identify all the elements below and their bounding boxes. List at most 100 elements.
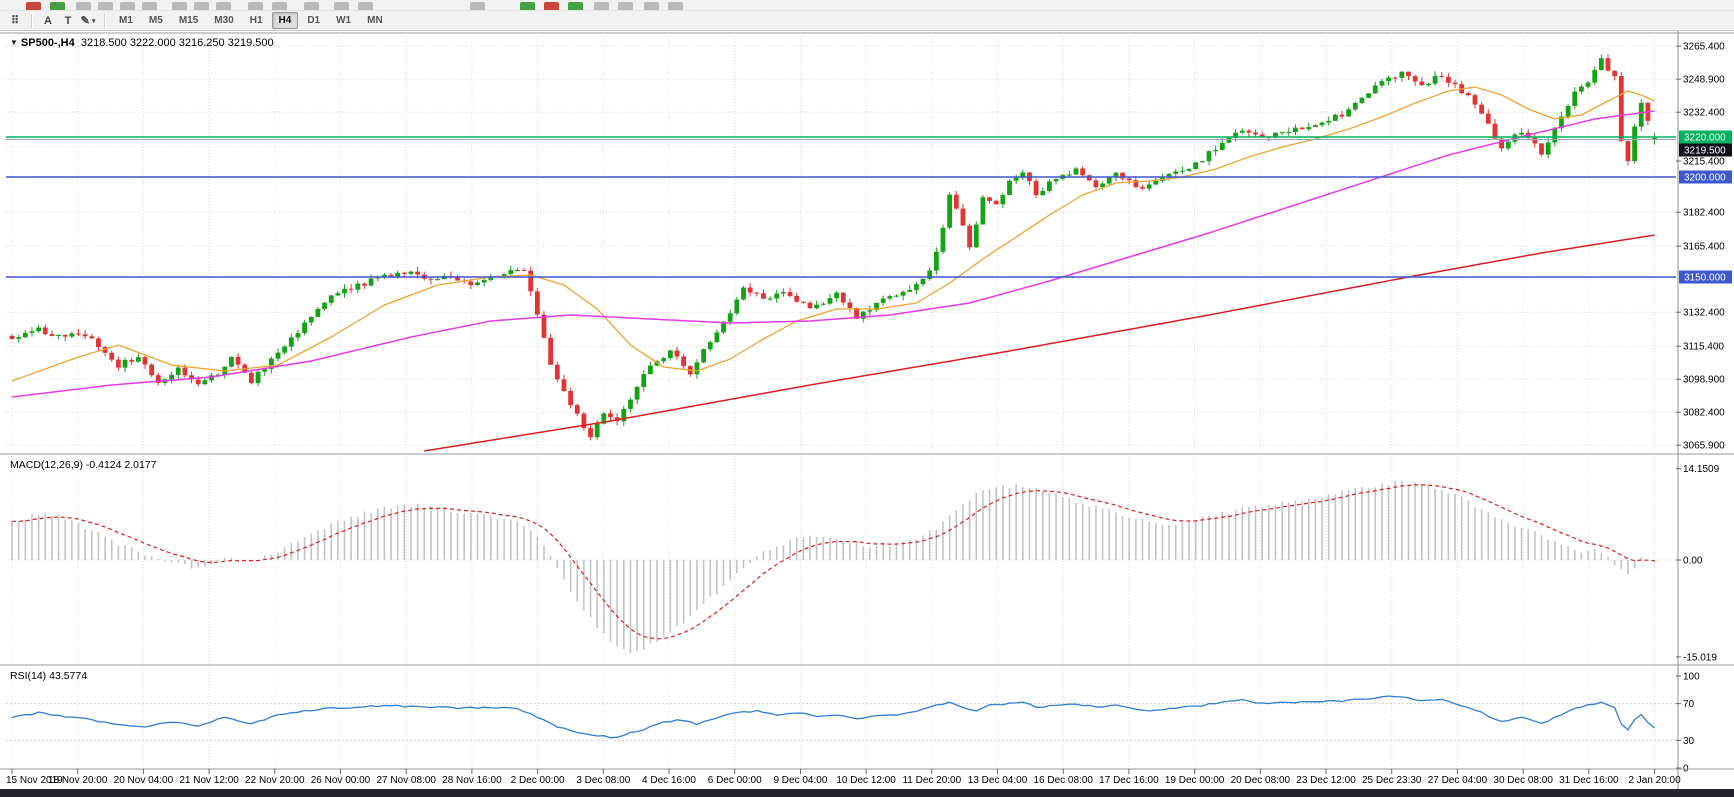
toolbar-icon[interactable] <box>120 2 135 10</box>
toolbar-icon[interactable] <box>594 2 609 10</box>
price-axis-labels: 3265.400 3248.900 3232.400 3215.400 3182.400… <box>1676 42 1732 452</box>
rsi-indicator <box>6 695 1676 741</box>
drawing-tools-button[interactable]: ✎ ▾ <box>80 15 96 27</box>
timeframe-m1-button[interactable]: M1 <box>119 15 133 26</box>
svg-text:3265.400: 3265.400 <box>1683 42 1725 53</box>
svg-text:15 Nov 2019: 15 Nov 2019 <box>6 775 63 786</box>
svg-text:19 Dec 00:00: 19 Dec 00:00 <box>1165 775 1225 786</box>
toolbar-icon[interactable] <box>76 2 91 10</box>
text-tool-button[interactable]: T <box>64 14 72 27</box>
svg-text:30: 30 <box>1683 736 1695 747</box>
svg-text:4 Dec 16:00: 4 Dec 16:00 <box>642 775 696 786</box>
svg-text:3 Dec 08:00: 3 Dec 08:00 <box>576 775 630 786</box>
chart-panes[interactable] <box>0 31 1734 769</box>
svg-text:28 Nov 16:00: 28 Nov 16:00 <box>442 775 502 786</box>
svg-text:17 Dec 16:00: 17 Dec 16:00 <box>1099 775 1159 786</box>
svg-text:3219.500: 3219.500 <box>1684 146 1726 157</box>
svg-text:3165.400: 3165.400 <box>1683 242 1725 253</box>
svg-text:11 Dec 20:00: 11 Dec 20:00 <box>902 775 961 786</box>
svg-text:22 Nov 20:00: 22 Nov 20:00 <box>245 775 305 786</box>
svg-text:23 Dec 12:00: 23 Dec 12:00 <box>1296 775 1356 786</box>
svg-text:3132.400: 3132.400 <box>1683 308 1725 319</box>
toolbar-icon[interactable] <box>172 2 187 10</box>
svg-text:3215.400: 3215.400 <box>1683 157 1725 168</box>
taskbar-edge <box>0 789 1734 797</box>
ma-slow-red <box>424 234 1655 452</box>
svg-text:3248.900: 3248.900 <box>1683 75 1725 86</box>
toolbar-separator <box>31 13 32 28</box>
svg-text:18 Nov 20:00: 18 Nov 20:00 <box>48 775 108 786</box>
pane-separators <box>0 32 1734 770</box>
svg-text:3220.000: 3220.000 <box>1684 133 1726 144</box>
toolbar-icon[interactable] <box>304 2 319 10</box>
svg-text:20 Dec 08:00: 20 Dec 08:00 <box>1231 775 1291 786</box>
horizontal-line-objects[interactable] <box>6 136 1676 278</box>
vertical-gridlines <box>11 36 1656 769</box>
toolbar-icon[interactable] <box>358 2 373 10</box>
toolbar-icon[interactable] <box>544 2 559 10</box>
toolbar-separator <box>104 13 105 28</box>
svg-text:2 Dec 00:00: 2 Dec 00:00 <box>511 775 565 786</box>
chart-toolbar: ⠿ A T ✎ ▾ M1 M5 M15 M30 H1 H4 D1 W1 MN <box>0 11 1734 31</box>
timeframe-m30-button[interactable]: M30 <box>214 15 234 26</box>
timeframe-m15-button[interactable]: M15 <box>178 15 199 26</box>
toolbar-icon[interactable] <box>50 2 65 10</box>
timeframe-mn-button[interactable]: MN <box>367 15 383 26</box>
toolbar-icon[interactable] <box>216 2 231 10</box>
toolbar-icon[interactable] <box>520 2 535 10</box>
svg-text:3150.000: 3150.000 <box>1684 273 1726 284</box>
ma-fast-orange <box>11 86 1655 382</box>
main-chart-pane[interactable] <box>0 31 1734 454</box>
svg-text:20 Nov 04:00: 20 Nov 04:00 <box>114 775 174 786</box>
svg-text:3098.900: 3098.900 <box>1683 375 1725 386</box>
toolbar-icon[interactable] <box>334 2 349 10</box>
toolbar-icon[interactable] <box>142 2 157 10</box>
toolbar-icon[interactable] <box>470 2 485 10</box>
svg-text:6 Dec 00:00: 6 Dec 00:00 <box>708 775 762 786</box>
svg-text:10 Dec 12:00: 10 Dec 12:00 <box>836 775 896 786</box>
toolbar-icon[interactable] <box>618 2 633 10</box>
svg-text:9 Dec 04:00: 9 Dec 04:00 <box>773 775 827 786</box>
toolbar-icon[interactable] <box>26 2 41 10</box>
svg-text:3115.400: 3115.400 <box>1683 342 1724 353</box>
timeframe-h4-button[interactable]: H4 <box>271 12 299 29</box>
svg-text:0.00: 0.00 <box>1683 556 1703 567</box>
toolbar-icon[interactable] <box>248 2 263 10</box>
tile-windows-button[interactable]: ⠿ <box>10 15 20 27</box>
svg-text:70: 70 <box>1683 699 1695 710</box>
svg-text:3200.000: 3200.000 <box>1684 173 1726 184</box>
main-toolbar-clipped <box>0 0 1734 11</box>
svg-text:3232.400: 3232.400 <box>1683 108 1725 119</box>
timeframe-d1-button[interactable]: D1 <box>307 15 321 26</box>
svg-text:-15.019: -15.019 <box>1683 652 1717 663</box>
timeframe-m5-button[interactable]: M5 <box>148 15 163 26</box>
svg-text:13 Dec 04:00: 13 Dec 04:00 <box>968 775 1028 786</box>
svg-text:25 Dec 23:30: 25 Dec 23:30 <box>1362 775 1422 786</box>
svg-text:100: 100 <box>1683 672 1700 683</box>
toolbar-icon[interactable] <box>194 2 209 10</box>
annotation-a-button[interactable]: A <box>44 14 52 27</box>
svg-text:3065.900: 3065.900 <box>1683 441 1725 452</box>
toolbar-icon[interactable] <box>668 2 683 10</box>
svg-text:2 Jan 20:00: 2 Jan 20:00 <box>1628 775 1681 786</box>
timeframe-w1-button[interactable]: W1 <box>336 15 352 26</box>
toolbar-icon[interactable] <box>272 2 287 10</box>
toolbar-icon[interactable] <box>98 2 113 10</box>
svg-text:21 Nov 12:00: 21 Nov 12:00 <box>179 775 239 786</box>
svg-text:27 Dec 04:00: 27 Dec 04:00 <box>1428 775 1488 786</box>
toolbar-icon[interactable] <box>568 2 583 10</box>
candlesticks <box>9 54 1657 441</box>
svg-text:16 Dec 08:00: 16 Dec 08:00 <box>1033 775 1093 786</box>
chevron-down-icon: ▾ <box>91 17 96 25</box>
macd-histogram <box>11 481 1656 654</box>
svg-text:27 Nov 08:00: 27 Nov 08:00 <box>376 775 436 786</box>
macd-signal-line <box>12 484 1655 640</box>
rsi-line <box>11 695 1656 739</box>
toolbar-icon[interactable] <box>644 2 659 10</box>
timeframe-h1-button[interactable]: H1 <box>249 15 263 26</box>
svg-text:3182.400: 3182.400 <box>1683 208 1725 219</box>
svg-text:31 Dec 16:00: 31 Dec 16:00 <box>1559 775 1619 786</box>
svg-text:3082.400: 3082.400 <box>1683 408 1725 419</box>
